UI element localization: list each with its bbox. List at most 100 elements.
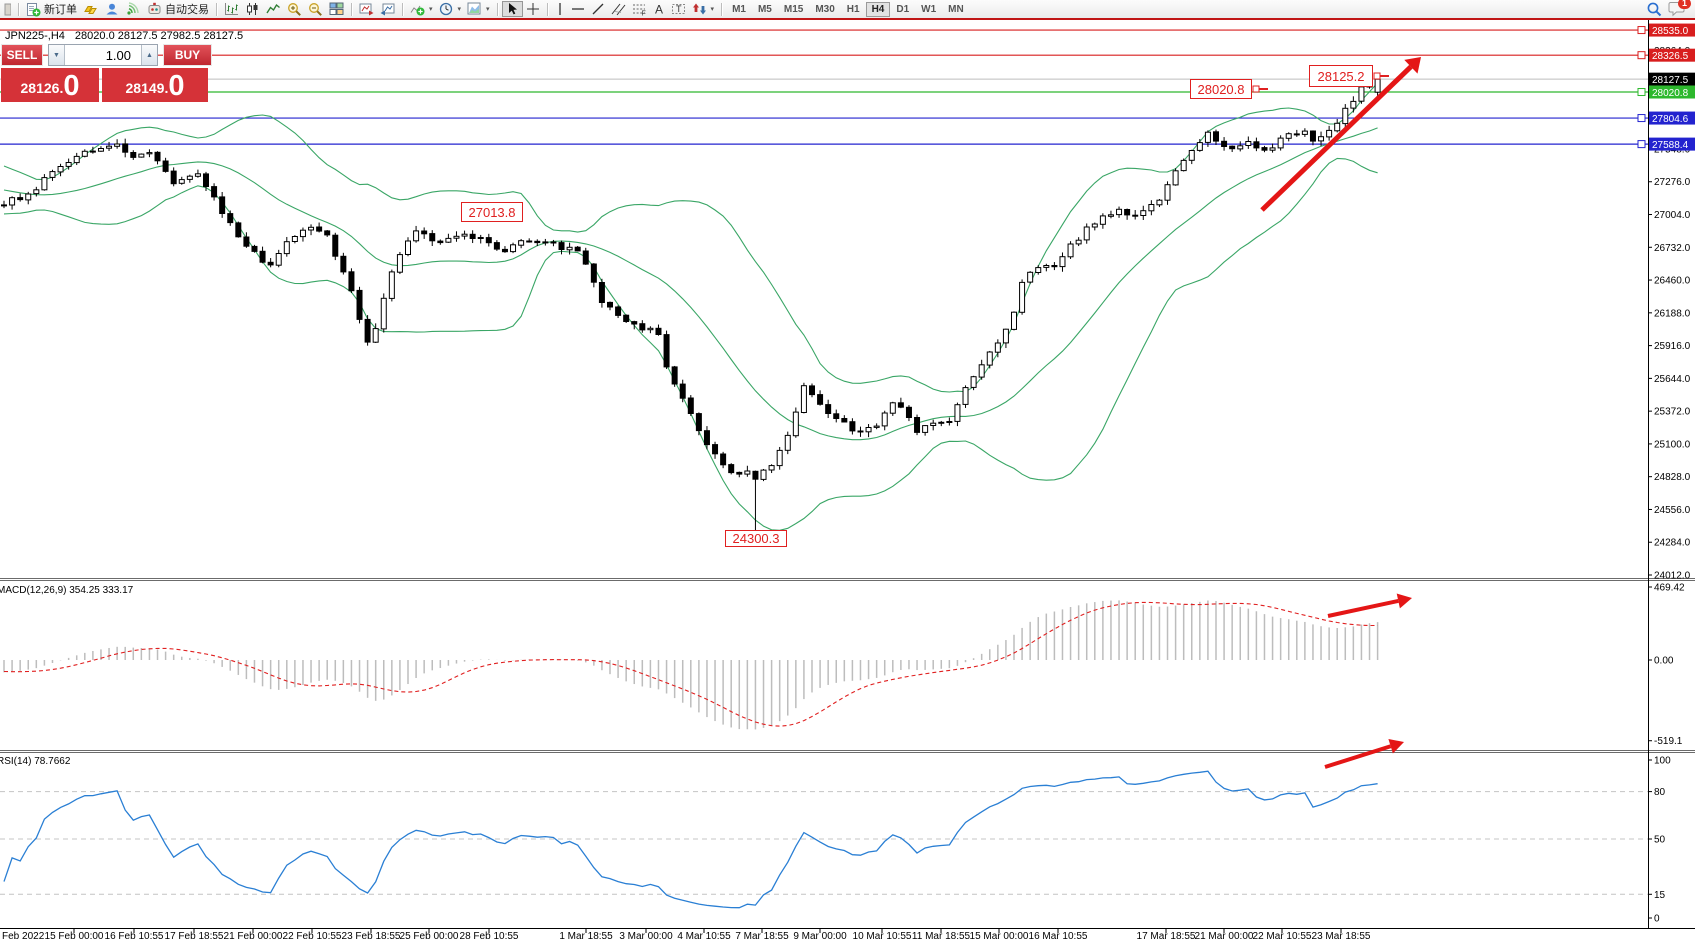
svg-text:27004.0: 27004.0 <box>1654 210 1691 221</box>
chart-bars-button[interactable] <box>221 1 242 17</box>
gold-button[interactable] <box>80 1 102 17</box>
vline-icon <box>555 2 565 16</box>
label-button[interactable]: T <box>668 1 689 17</box>
price-annotation[interactable]: 28020.8 <box>1190 79 1252 99</box>
macd-header: MACD(12,26,9) 354.25 333.17 <box>0 585 134 596</box>
timeframe-mn[interactable]: MN <box>948 3 964 15</box>
chart-line-button[interactable] <box>263 1 284 17</box>
notification-badge: 1 <box>1677 0 1691 9</box>
profile-a-button[interactable] <box>356 1 377 17</box>
crosshair-icon <box>526 2 540 16</box>
profile-b-button[interactable] <box>377 1 398 17</box>
svg-text:0.00: 0.00 <box>1654 656 1674 667</box>
svg-text:3 Mar 00:00: 3 Mar 00:00 <box>619 931 673 941</box>
svg-text:25 Feb 00:00: 25 Feb 00:00 <box>400 931 459 941</box>
line-handle[interactable] <box>1637 88 1646 97</box>
line-handle[interactable] <box>1637 140 1646 149</box>
annotation-handle[interactable] <box>1252 85 1260 93</box>
line-handle[interactable] <box>1637 26 1646 35</box>
one-click-trading-panel: SELL ▼ 1.00 ▲ BUY 28126. 0 28149. 0 <box>1 44 212 102</box>
trendline-button[interactable] <box>588 1 608 17</box>
notifications-button[interactable]: 1 <box>1668 0 1691 17</box>
svg-text:T: T <box>676 4 682 14</box>
trend-arrow[interactable] <box>1327 598 1399 618</box>
cursor-button[interactable] <box>501 1 523 17</box>
svg-text:24828.0: 24828.0 <box>1654 472 1691 483</box>
volume-increase-button[interactable]: ▲ <box>141 45 157 65</box>
svg-text:22 Feb 10:55: 22 Feb 10:55 <box>283 931 342 941</box>
periods-button[interactable]: ▾ <box>436 1 465 17</box>
vline-button[interactable] <box>552 1 568 17</box>
indicators-button[interactable]: ▾ <box>407 1 436 17</box>
chevron-down-icon: ▾ <box>486 6 490 13</box>
timeframe-d1[interactable]: D1 <box>896 3 910 15</box>
toolbar-separator <box>546 2 548 16</box>
toolbar-group <box>501 0 543 18</box>
svg-text:9 Mar 00:00: 9 Mar 00:00 <box>793 931 847 941</box>
new-order-button[interactable]: 新订单 <box>23 1 80 17</box>
svg-text:100: 100 <box>1654 756 1671 767</box>
sell-button[interactable]: SELL <box>1 44 43 66</box>
toolbar-group: F A T ▾ <box>552 0 718 18</box>
timeframe-m15[interactable]: M15 <box>783 3 804 15</box>
label-icon: T <box>671 2 686 16</box>
zoom-out-button[interactable] <box>305 1 326 17</box>
rsi-value: 78.7662 <box>34 756 71 767</box>
toolbar-group: ▾ ▾ ▾ <box>407 0 493 18</box>
new-order-icon <box>26 2 41 17</box>
price-annotation[interactable]: 27013.8 <box>461 202 523 222</box>
price-tag-27804.6 <box>1649 111 1695 125</box>
auto-trading-button[interactable]: 自动交易 <box>144 1 212 17</box>
timeframe-m30[interactable]: M30 <box>815 3 835 15</box>
search-button[interactable] <box>1646 1 1663 18</box>
line-handle[interactable] <box>1637 51 1646 60</box>
tile-windows-button[interactable] <box>326 1 347 17</box>
trend-arrow[interactable] <box>1260 64 1413 212</box>
timeframe-m1[interactable]: M1 <box>732 3 746 15</box>
svg-text:4 Mar 10:55: 4 Mar 10:55 <box>677 931 731 941</box>
timeframe-h4[interactable]: H4 <box>865 1 891 17</box>
hline-button[interactable] <box>568 1 588 17</box>
svg-text:7 Mar 18:55: 7 Mar 18:55 <box>735 931 789 941</box>
signals-button[interactable] <box>123 1 144 17</box>
zoom-out-icon <box>308 2 323 17</box>
toolbar-separator <box>216 2 217 16</box>
chart-candles-button[interactable] <box>242 1 263 17</box>
zoom-in-button[interactable] <box>284 1 305 17</box>
arrow-head <box>1396 593 1412 609</box>
text-button[interactable]: A <box>650 1 668 17</box>
tile-windows-icon <box>329 2 344 16</box>
timeframe-w1[interactable]: W1 <box>921 3 937 15</box>
channel-button[interactable] <box>608 1 629 17</box>
buy-button[interactable]: BUY <box>163 44 212 66</box>
volume-stepper: ▼ 1.00 ▲ <box>48 44 158 66</box>
svg-text:15 Mar 00:00: 15 Mar 00:00 <box>970 931 1029 941</box>
annotation-handle[interactable] <box>1373 72 1381 80</box>
new-order-label: 新订单 <box>44 4 77 16</box>
svg-text:21 Mar 00:00: 21 Mar 00:00 <box>1195 931 1254 941</box>
svg-text:27588.4: 27588.4 <box>1652 140 1689 151</box>
toolbar-group: 新订单 自动交易 <box>23 0 212 18</box>
trend-arrow[interactable] <box>1324 744 1392 769</box>
timeframe-m5[interactable]: M5 <box>757 3 772 15</box>
timeframe-h1[interactable]: H1 <box>846 3 860 15</box>
chevron-down-icon: ▾ <box>429 6 433 13</box>
svg-text:28020.8: 28020.8 <box>1652 88 1689 99</box>
templates-button[interactable]: ▾ <box>464 1 493 17</box>
trendline-icon <box>591 2 605 16</box>
price-annotation[interactable]: 28125.2 <box>1309 65 1373 87</box>
shapes-button[interactable]: ▾ <box>689 1 718 17</box>
line-handle[interactable] <box>1637 114 1646 123</box>
volume-input[interactable]: 1.00 <box>105 47 131 63</box>
fibonacci-button[interactable]: F <box>629 1 650 17</box>
chart-line-icon <box>266 2 281 16</box>
cursor-icon <box>506 2 519 16</box>
community-button[interactable] <box>102 1 123 17</box>
toolbar-separator <box>18 2 19 16</box>
crosshair-button[interactable] <box>523 1 543 17</box>
price-annotation[interactable]: 24300.3 <box>725 530 787 547</box>
volume-decrease-button[interactable]: ▼ <box>49 45 65 65</box>
price-tag-28535.0 <box>1649 23 1695 37</box>
